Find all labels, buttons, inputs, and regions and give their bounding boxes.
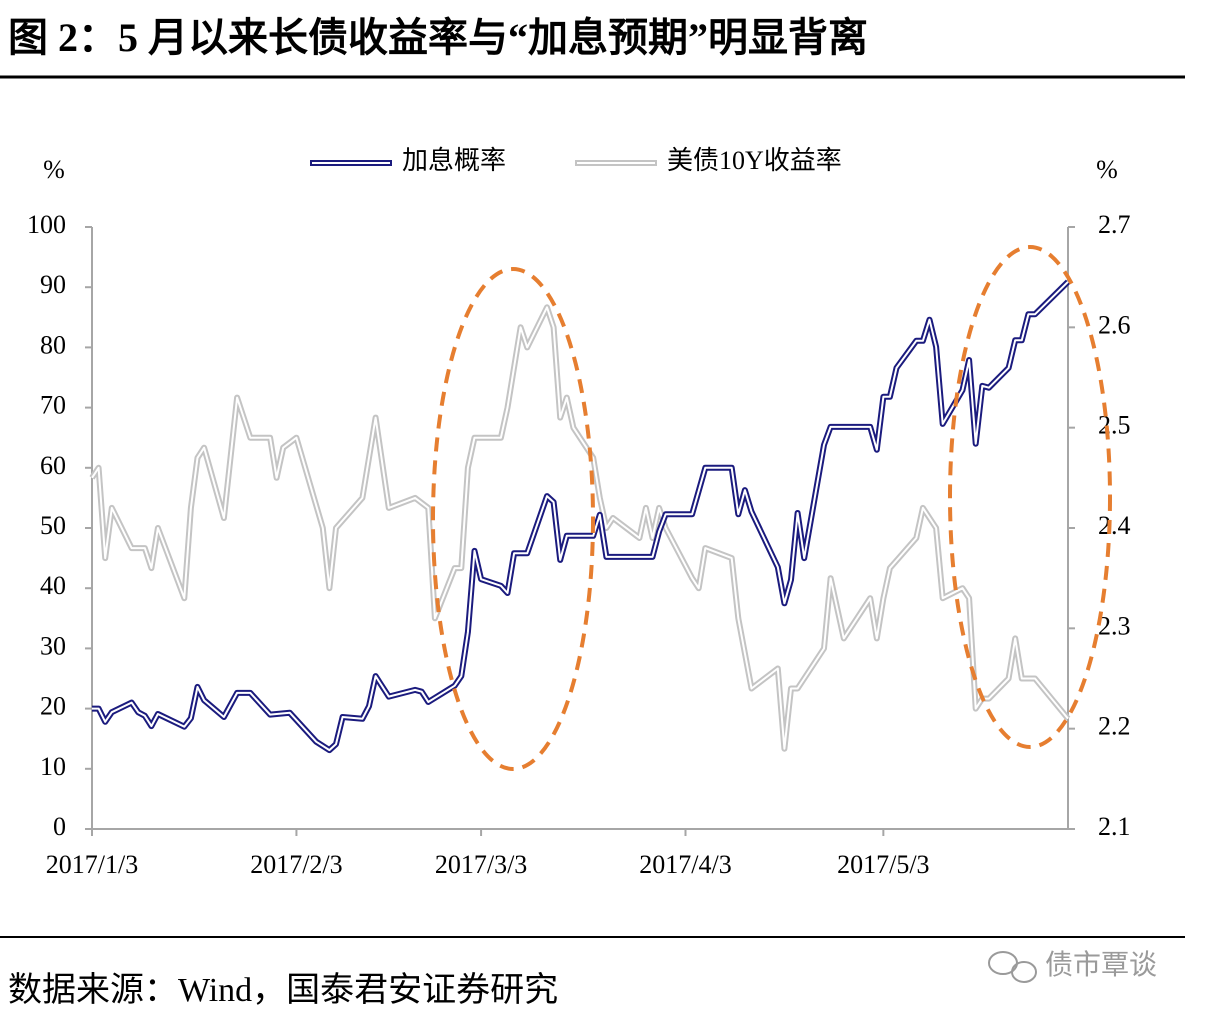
x-tick-label: 2017/5/3 (837, 850, 929, 879)
plot: 0 10 20 30 40 50 60 70 80 90 100 2.1 2.2 2.3 2.4 2.5 2.6… (27, 146, 1131, 879)
series-line-inner (92, 281, 1069, 752)
legend-label: 美债10Y收益率 (667, 146, 842, 175)
y2-axis-label: % (1096, 155, 1118, 184)
y-tick-label: 20 (40, 692, 66, 721)
y2-tick-label: 2.7 (1098, 210, 1131, 239)
y-axis-label: % (43, 155, 65, 184)
y-tick-label: 100 (27, 210, 66, 239)
y-tick-label: 90 (40, 270, 66, 299)
highlight-ellipse (431, 267, 595, 771)
series-line (89, 304, 1071, 752)
y2-tick-label: 2.3 (1098, 611, 1131, 640)
watermark-icon (988, 951, 1037, 983)
y-tick-label: 50 (40, 511, 66, 540)
legend-label: 加息概率 (402, 146, 506, 175)
y2-tick-label: 2.4 (1098, 511, 1131, 540)
y2-tick-label: 2.1 (1098, 812, 1131, 841)
x-tick-label: 2017/3/3 (435, 850, 527, 879)
y-tick-label: 80 (40, 330, 66, 359)
watermark: 债市覃谈 (1045, 948, 1157, 981)
x-tick-label: 2017/1/3 (46, 850, 138, 879)
y-tick-label: 60 (40, 451, 66, 480)
y2-tick-label: 2.2 (1098, 712, 1131, 741)
source: 数据来源：Wind，国泰君安证券研究 (8, 971, 558, 1009)
y-tick-label: 70 (40, 391, 66, 420)
highlight-ellipse (948, 245, 1112, 749)
y-tick-label: 30 (40, 631, 66, 660)
y-tick-label: 0 (53, 812, 66, 841)
title: 图 2：5 月以来长债收益率与“加息预期”明显背离 (8, 15, 868, 60)
y-tick-label: 40 (40, 571, 66, 600)
series-line-inner (91, 306, 1069, 750)
y2-tick-label: 2.6 (1098, 310, 1131, 339)
y2-tick-label: 2.5 (1098, 411, 1131, 440)
y-tick-label: 10 (40, 752, 66, 781)
x-tick-label: 2017/2/3 (250, 850, 342, 879)
x-tick-label: 2017/4/3 (639, 850, 731, 879)
